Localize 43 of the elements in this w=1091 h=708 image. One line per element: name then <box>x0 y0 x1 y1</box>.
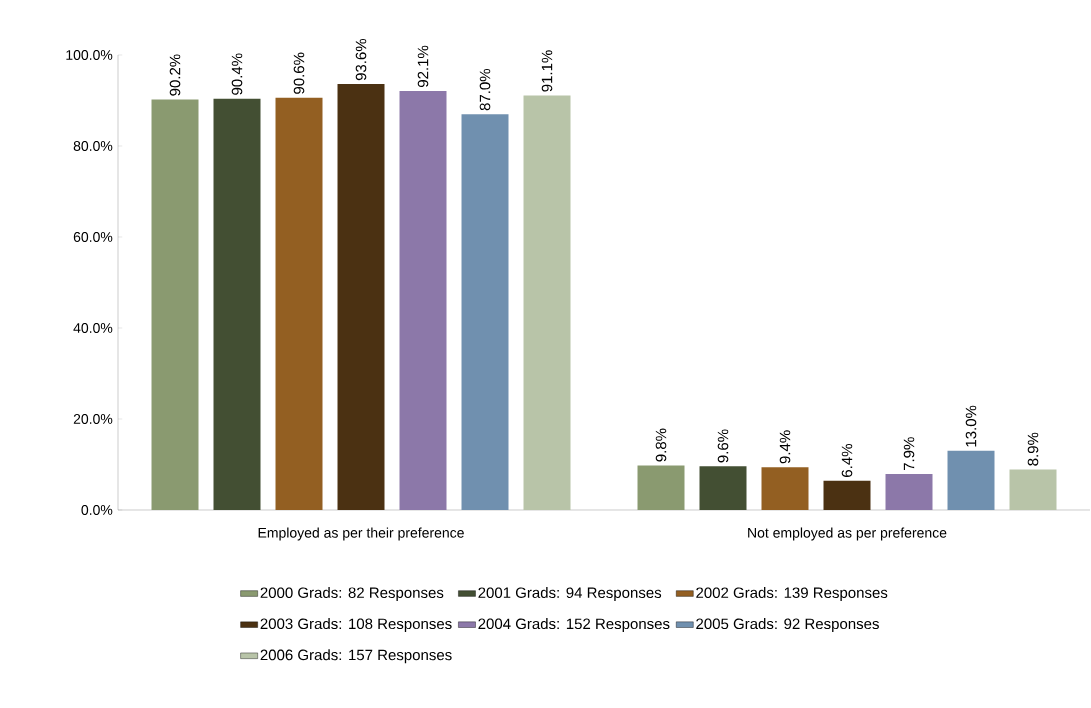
bar <box>1009 469 1057 510</box>
data-label: 90.4% <box>231 53 243 95</box>
bar <box>151 99 199 510</box>
data-label: 6.4% <box>841 444 853 477</box>
bar <box>699 466 747 510</box>
bar <box>637 465 685 510</box>
data-label: 87.0% <box>479 68 491 111</box>
legend-label: 2004 Grads: 152 Responses <box>478 618 670 633</box>
y-tick-label: 80.0% <box>73 141 113 151</box>
bar <box>461 114 509 510</box>
data-label: 93.6% <box>355 38 367 81</box>
bar <box>399 90 447 510</box>
data-label: 13.0% <box>965 405 977 447</box>
bar <box>337 84 385 510</box>
legend-label: 2000 Grads: 82 Responses <box>260 586 444 601</box>
data-label: 8.9% <box>1027 432 1039 466</box>
y-tick-label: 0.0% <box>81 505 113 515</box>
legend-label: 2006 Grads: 157 Responses <box>260 649 452 664</box>
data-label: 9.4% <box>779 430 791 464</box>
data-label: 9.8% <box>655 428 667 462</box>
data-label: 9.6% <box>717 429 729 463</box>
data-label: 7.9% <box>903 437 915 471</box>
data-label: 91.1% <box>541 50 553 92</box>
bar <box>823 480 871 510</box>
data-label: 92.1% <box>417 45 429 88</box>
y-tick-label: 40.0% <box>73 323 113 333</box>
bar <box>761 467 809 510</box>
bar <box>947 450 995 510</box>
y-tick-label: 20.0% <box>73 414 113 424</box>
bar <box>275 97 323 510</box>
legend-label: 2005 Grads: 92 Responses <box>696 618 879 633</box>
y-tick-label: 60.0% <box>73 232 113 242</box>
y-tick-label: 100.0% <box>66 50 113 60</box>
bar <box>213 98 261 510</box>
data-label: 90.6% <box>293 52 305 94</box>
data-label: 90.2% <box>169 54 181 96</box>
legend-label: 2003 Grads: 108 Responses <box>260 618 452 633</box>
x-tick-label: Employed as per their preference <box>258 527 464 541</box>
legend-label: 2001 Grads: 94 Responses <box>478 586 662 601</box>
x-tick-label: Not employed as per preference <box>748 527 947 541</box>
bar <box>523 95 571 510</box>
legend-label: 2002 Grads: 139 Responses <box>696 586 888 601</box>
bar <box>885 474 933 510</box>
